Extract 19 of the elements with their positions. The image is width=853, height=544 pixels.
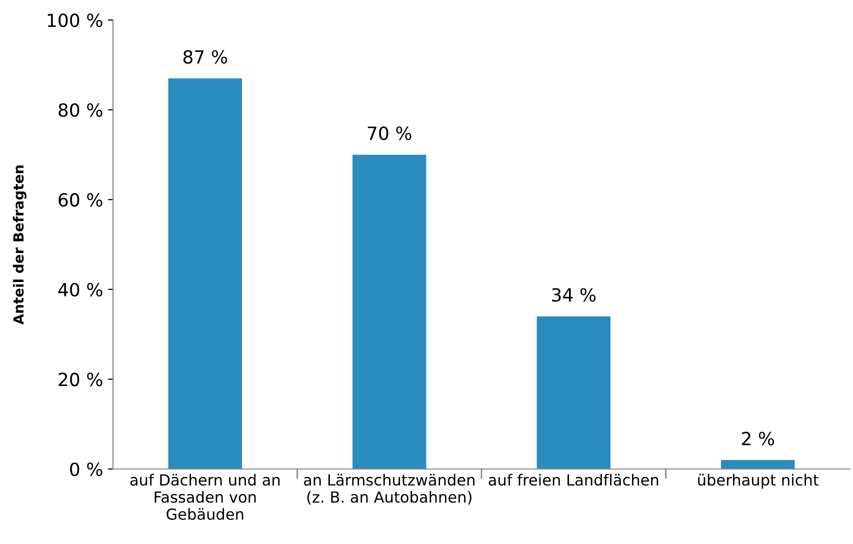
x-tick-label: auf Dächern und an Fassaden von Gebäuden <box>130 474 280 520</box>
y-tick-label: 100 % <box>48 13 102 28</box>
bar <box>352 154 426 469</box>
y-tick-label: 0 % <box>70 462 102 476</box>
x-tick-label: an Lärmschutzwänden (z. B. an Autobahnen) <box>304 474 474 505</box>
data-label: 34 % <box>552 288 596 302</box>
data-label: 70 % <box>368 126 412 140</box>
y-tick-label: 60 % <box>58 193 102 207</box>
data-label: 2 % <box>742 432 774 446</box>
bar <box>536 316 610 469</box>
x-tick-label: überhaupt nicht <box>698 474 819 489</box>
y-tick-label: 20 % <box>58 372 102 386</box>
y-tick-label: 80 % <box>58 103 102 117</box>
bar <box>168 78 242 469</box>
x-tick-label: auf freien Landflächen <box>488 474 658 486</box>
y-tick-label: 40 % <box>58 282 102 297</box>
data-label: 87 % <box>183 50 228 64</box>
y-axis-title: Anteil der Befragten <box>12 165 26 325</box>
bar <box>721 460 795 469</box>
